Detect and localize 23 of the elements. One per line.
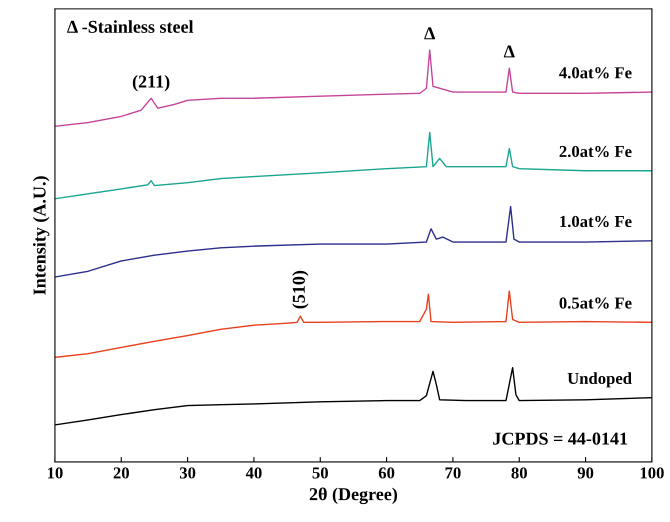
x-tick-label: 100 [640,467,664,479]
x-tick-label: 80 [511,467,527,479]
series-label: 1.0at% Fe [560,216,632,228]
x-tick-label: 70 [446,467,461,479]
annotation: (510) [292,270,309,308]
x-tick-label: 40 [246,467,262,479]
x-tick-label: 30 [180,467,196,479]
series-label: Undoped [568,372,632,388]
x-tick-label: 10 [48,467,63,479]
series-label: 4.0at% Fe [559,67,632,78]
annotation: (211) [132,74,170,92]
annotation: Δ [424,27,436,40]
annotation: Δ [504,45,515,58]
series-label: 2.0at% Fe [560,146,632,158]
x-tick-label: 90 [578,467,594,479]
series-label: 0.5at% Fe [560,297,632,309]
x-tick-label: 50 [312,467,328,479]
annotation: JCPDS = 44-0141 [493,432,628,445]
x-tick-label: 20 [114,467,129,479]
text: Δ -Stainless steel [67,20,194,33]
y-axis-title: Intensity (A.U.) [32,176,50,295]
x-tick-label: 60 [378,467,394,479]
x-axis-title: 2θ (Degree) [310,488,398,504]
